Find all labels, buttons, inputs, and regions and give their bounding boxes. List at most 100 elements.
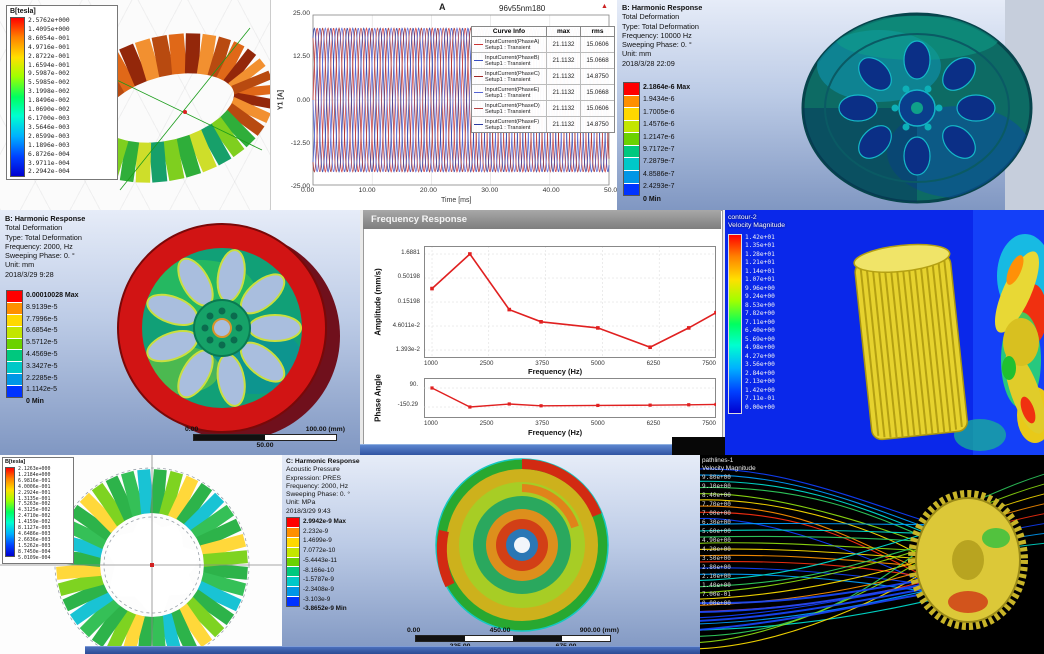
y-tick: 12.50	[292, 53, 310, 61]
acoustic-disc-rendering	[435, 458, 609, 632]
legend-title: B[tesla]	[10, 8, 36, 15]
legend-title-line: Velocity Magnitude	[728, 222, 786, 230]
legend-values: 2.5762e+000 1.4095e+000 8.6054e-001 4.9716e…	[28, 17, 70, 177]
scale-value: 5.5712e-5	[26, 339, 58, 347]
colorbar-band	[624, 133, 639, 146]
scale-value: 0 Min	[643, 195, 661, 203]
panel-current-plot: A 96v55nm180 ▲ Y1 [A] 25.00 12.50 0.00 -12.…	[270, 0, 618, 210]
legend-value: 3.5646e-003	[28, 123, 70, 131]
dark-block	[672, 437, 725, 455]
colorbar-band	[287, 567, 299, 578]
panel-maxwell-rotor: B[tesla] 2.1263e+000 1.2184e+000 6.9816e-0…	[0, 455, 282, 654]
freq-x-tick: 6250	[646, 360, 661, 367]
curve-max: 21.1132	[546, 37, 580, 52]
legend-value: 7.5263e-002	[18, 501, 51, 508]
result-info-line: 2018/3/29 9:28	[5, 269, 54, 279]
legend-value: 6.1700e-003	[28, 114, 70, 122]
freq-x-tick: 6250	[646, 420, 661, 427]
amplitude-chart	[424, 246, 716, 358]
curve-row: InputCurrent(PhaseE) Setup1 : Transient 21…	[472, 85, 614, 101]
legend-value: 1.14e+01	[745, 267, 775, 275]
scale-value: 1.9434e-6	[643, 96, 675, 104]
window-title: Frequency Response	[371, 214, 468, 225]
freq-x-tick: 2500	[479, 420, 494, 427]
amplitude-y-tick: 0.15198	[397, 297, 420, 305]
colorbar-band	[7, 291, 22, 303]
legend-value: 2.4710e-002	[18, 513, 51, 520]
window-bottom-strip	[360, 444, 672, 455]
header-max: max	[546, 27, 580, 36]
ruler-bar	[193, 434, 337, 441]
legend-value: 1.3135e-001	[18, 495, 51, 502]
legend-value: 9.5987e-002	[28, 70, 70, 78]
legend-value: 8.1127e-003	[18, 525, 51, 532]
curve-label: InputCurrent(PhaseF) Setup1 : Transient	[485, 118, 540, 131]
colorbar-band	[287, 527, 299, 538]
ruler-tick: 0.00	[407, 627, 421, 634]
result-info-line: Frequency: 2000, Hz	[5, 241, 73, 251]
scale-value: -3.103e-9	[303, 595, 331, 603]
legend-value: 4.9716e-001	[28, 43, 70, 51]
x-axis-label: Time [ms]	[441, 197, 472, 204]
legend-value: 6.8726e-004	[28, 150, 70, 158]
legend-values: 1.42e+01 1.35e+01 1.28e+01 1.21e+01 1.14e+01…	[745, 234, 775, 414]
colorbar	[623, 82, 640, 196]
result-info-line: 2018/3/29 9:43	[286, 507, 331, 515]
curve-rms: 15.0668	[580, 53, 614, 68]
contour-scale: 2.1864e-6 Max 1.9434e-6 1.7005e-6 1.4576e-6…	[623, 82, 690, 206]
amplitude-axis-label: Amplitude (mm/s)	[373, 268, 383, 336]
curve-max: 21.1132	[546, 117, 580, 132]
y-tick: -12.50	[290, 139, 310, 147]
scale-value: 1.4699e-9	[303, 537, 332, 545]
freq-x-tick: 1000	[424, 360, 438, 367]
legend-value: 1.4095e+000	[28, 25, 70, 33]
y-ticks: 25.00 12.50 0.00 -12.50 -25.00	[283, 10, 310, 190]
result-info-line: 2018/3/28 22:09	[622, 58, 675, 68]
colorbar-band	[624, 83, 639, 96]
scale-value: 3.3427e-5	[26, 362, 58, 370]
legend-value: 1.21e+01	[745, 259, 775, 267]
window-titlebar[interactable]: Frequency Response	[363, 210, 721, 229]
legend-value: 4.6486e-003	[18, 530, 51, 537]
legend-value: 2.1263e+000	[18, 466, 51, 472]
colorbar-band	[7, 314, 22, 327]
curve-max: 21.1132	[546, 101, 580, 116]
colorbar	[5, 467, 15, 557]
y-tick: 25.00	[292, 10, 310, 17]
legend-value: 3.1998e-002	[28, 88, 70, 96]
colorbar	[286, 517, 300, 607]
ruler-end: 100.00 (mm)	[305, 426, 345, 433]
scale-value: 7.0772e-10	[303, 547, 336, 555]
legend-value: 7.00e-01	[702, 591, 731, 598]
header-curve-info: Curve Info	[492, 28, 526, 35]
amplitude-y-tick: 1.393e-2	[395, 346, 420, 353]
chart-pin-icon: ▲	[601, 3, 608, 10]
legend-value: 5.60e+00	[702, 528, 731, 535]
curve-label: InputCurrent(PhaseD) Setup1 : Transient	[485, 102, 540, 115]
result-info-line: Total Deformation	[622, 12, 680, 22]
colorbar-band	[287, 537, 299, 548]
legend-title: B[tesla]	[5, 459, 26, 465]
legend-value: 4.90e+00	[702, 537, 731, 544]
curve-row: InputCurrent(PhaseD) Setup1 : Transient 21…	[472, 101, 614, 117]
colorbar-band	[7, 326, 22, 339]
scale-value: 2.1864e-6 Max	[643, 84, 691, 91]
result-info-line: Sweeping Phase: 0. °	[622, 40, 692, 50]
legend-value: 8.6054e-001	[28, 34, 70, 42]
legend-value: 0.00e+00	[702, 600, 731, 607]
curve-swatch	[474, 108, 483, 109]
scale-value: 0.00010028 Max	[26, 292, 79, 299]
legend-value: 2.13e+00	[745, 378, 775, 386]
curve-rms: 15.0606	[580, 101, 614, 116]
legend-value: 8.53e+00	[745, 301, 775, 309]
result-info-line: Sweeping Phase: 0. °	[286, 491, 351, 499]
result-info-line: C: Harmonic Response	[286, 458, 360, 465]
curve-rms: 14.8750	[580, 117, 614, 132]
legend-value: 1.40e+00	[702, 582, 731, 589]
legend-value: 2.5762e+000	[28, 17, 70, 24]
colorbar-band	[287, 597, 299, 607]
scale-value: 4.4569e-5	[26, 350, 58, 358]
legend-value: 2.8722e-001	[28, 52, 70, 60]
result-info-line: Unit: mm	[622, 49, 652, 59]
curve-label: InputCurrent(PhaseB) Setup1 : Transient	[485, 54, 540, 67]
